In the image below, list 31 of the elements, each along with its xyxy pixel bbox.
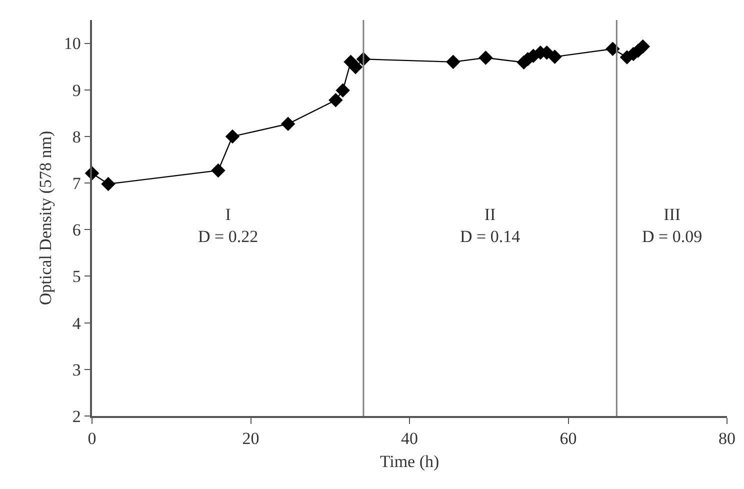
point — [446, 54, 460, 70]
point — [101, 176, 116, 192]
point — [636, 39, 650, 54]
y-tick-label: 6 — [72, 220, 81, 240]
y-tick-label: 9 — [72, 80, 81, 100]
y-tick-label: 10 — [64, 34, 81, 54]
y-tick-label: 5 — [72, 267, 81, 286]
x-tick-label: 40 — [401, 429, 418, 448]
x-axis-title: Time (h) — [380, 452, 440, 472]
y-tick-label: 2 — [72, 406, 81, 426]
y-tick-label: 8 — [72, 127, 81, 146]
point — [478, 50, 493, 65]
y-tick-label: 4 — [72, 314, 82, 333]
y-tick-label: 3 — [72, 360, 81, 380]
x-tick-label: 0 — [88, 429, 96, 448]
annotation: III D = 0.09 — [642, 205, 702, 246]
y-tick-label: 7 — [72, 174, 82, 194]
point — [336, 83, 350, 98]
point — [348, 60, 363, 74]
x-tick-label: 60 — [560, 429, 577, 448]
y-axis-title: Optical Density (578 nm) — [36, 130, 55, 306]
x-tick-label: 80 — [718, 429, 736, 448]
annotation: II D = 0.14 — [460, 205, 521, 246]
x-tick-label: 20 — [242, 429, 260, 448]
point — [328, 92, 343, 108]
point — [606, 42, 620, 56]
point — [225, 129, 240, 144]
point — [280, 116, 296, 132]
point — [211, 163, 226, 178]
point — [548, 50, 562, 64]
annotation: I D = 0.22 — [198, 205, 258, 246]
